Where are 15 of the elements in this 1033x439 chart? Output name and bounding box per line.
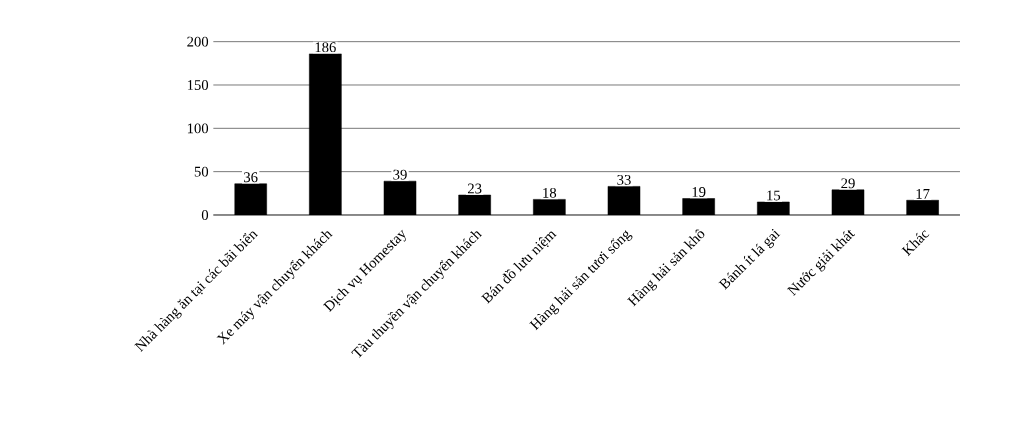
data-label: 36 [244,172,258,183]
data-label: 15 [767,190,781,201]
y-tick-label: 50 [194,166,209,177]
data-label: 17 [916,188,930,199]
data-label: 18 [543,187,557,198]
y-tick-label: 200 [187,36,209,47]
data-label: 23 [467,183,482,194]
data-label: 33 [617,174,631,185]
y-tick-label: 100 [187,123,209,134]
y-tick-label: 150 [187,80,209,90]
data-label: 39 [393,169,407,180]
data-label: 19 [692,187,706,197]
y-tick-label: 0 [201,210,209,220]
data-label: 186 [315,42,336,53]
data-label: 29 [841,178,855,189]
